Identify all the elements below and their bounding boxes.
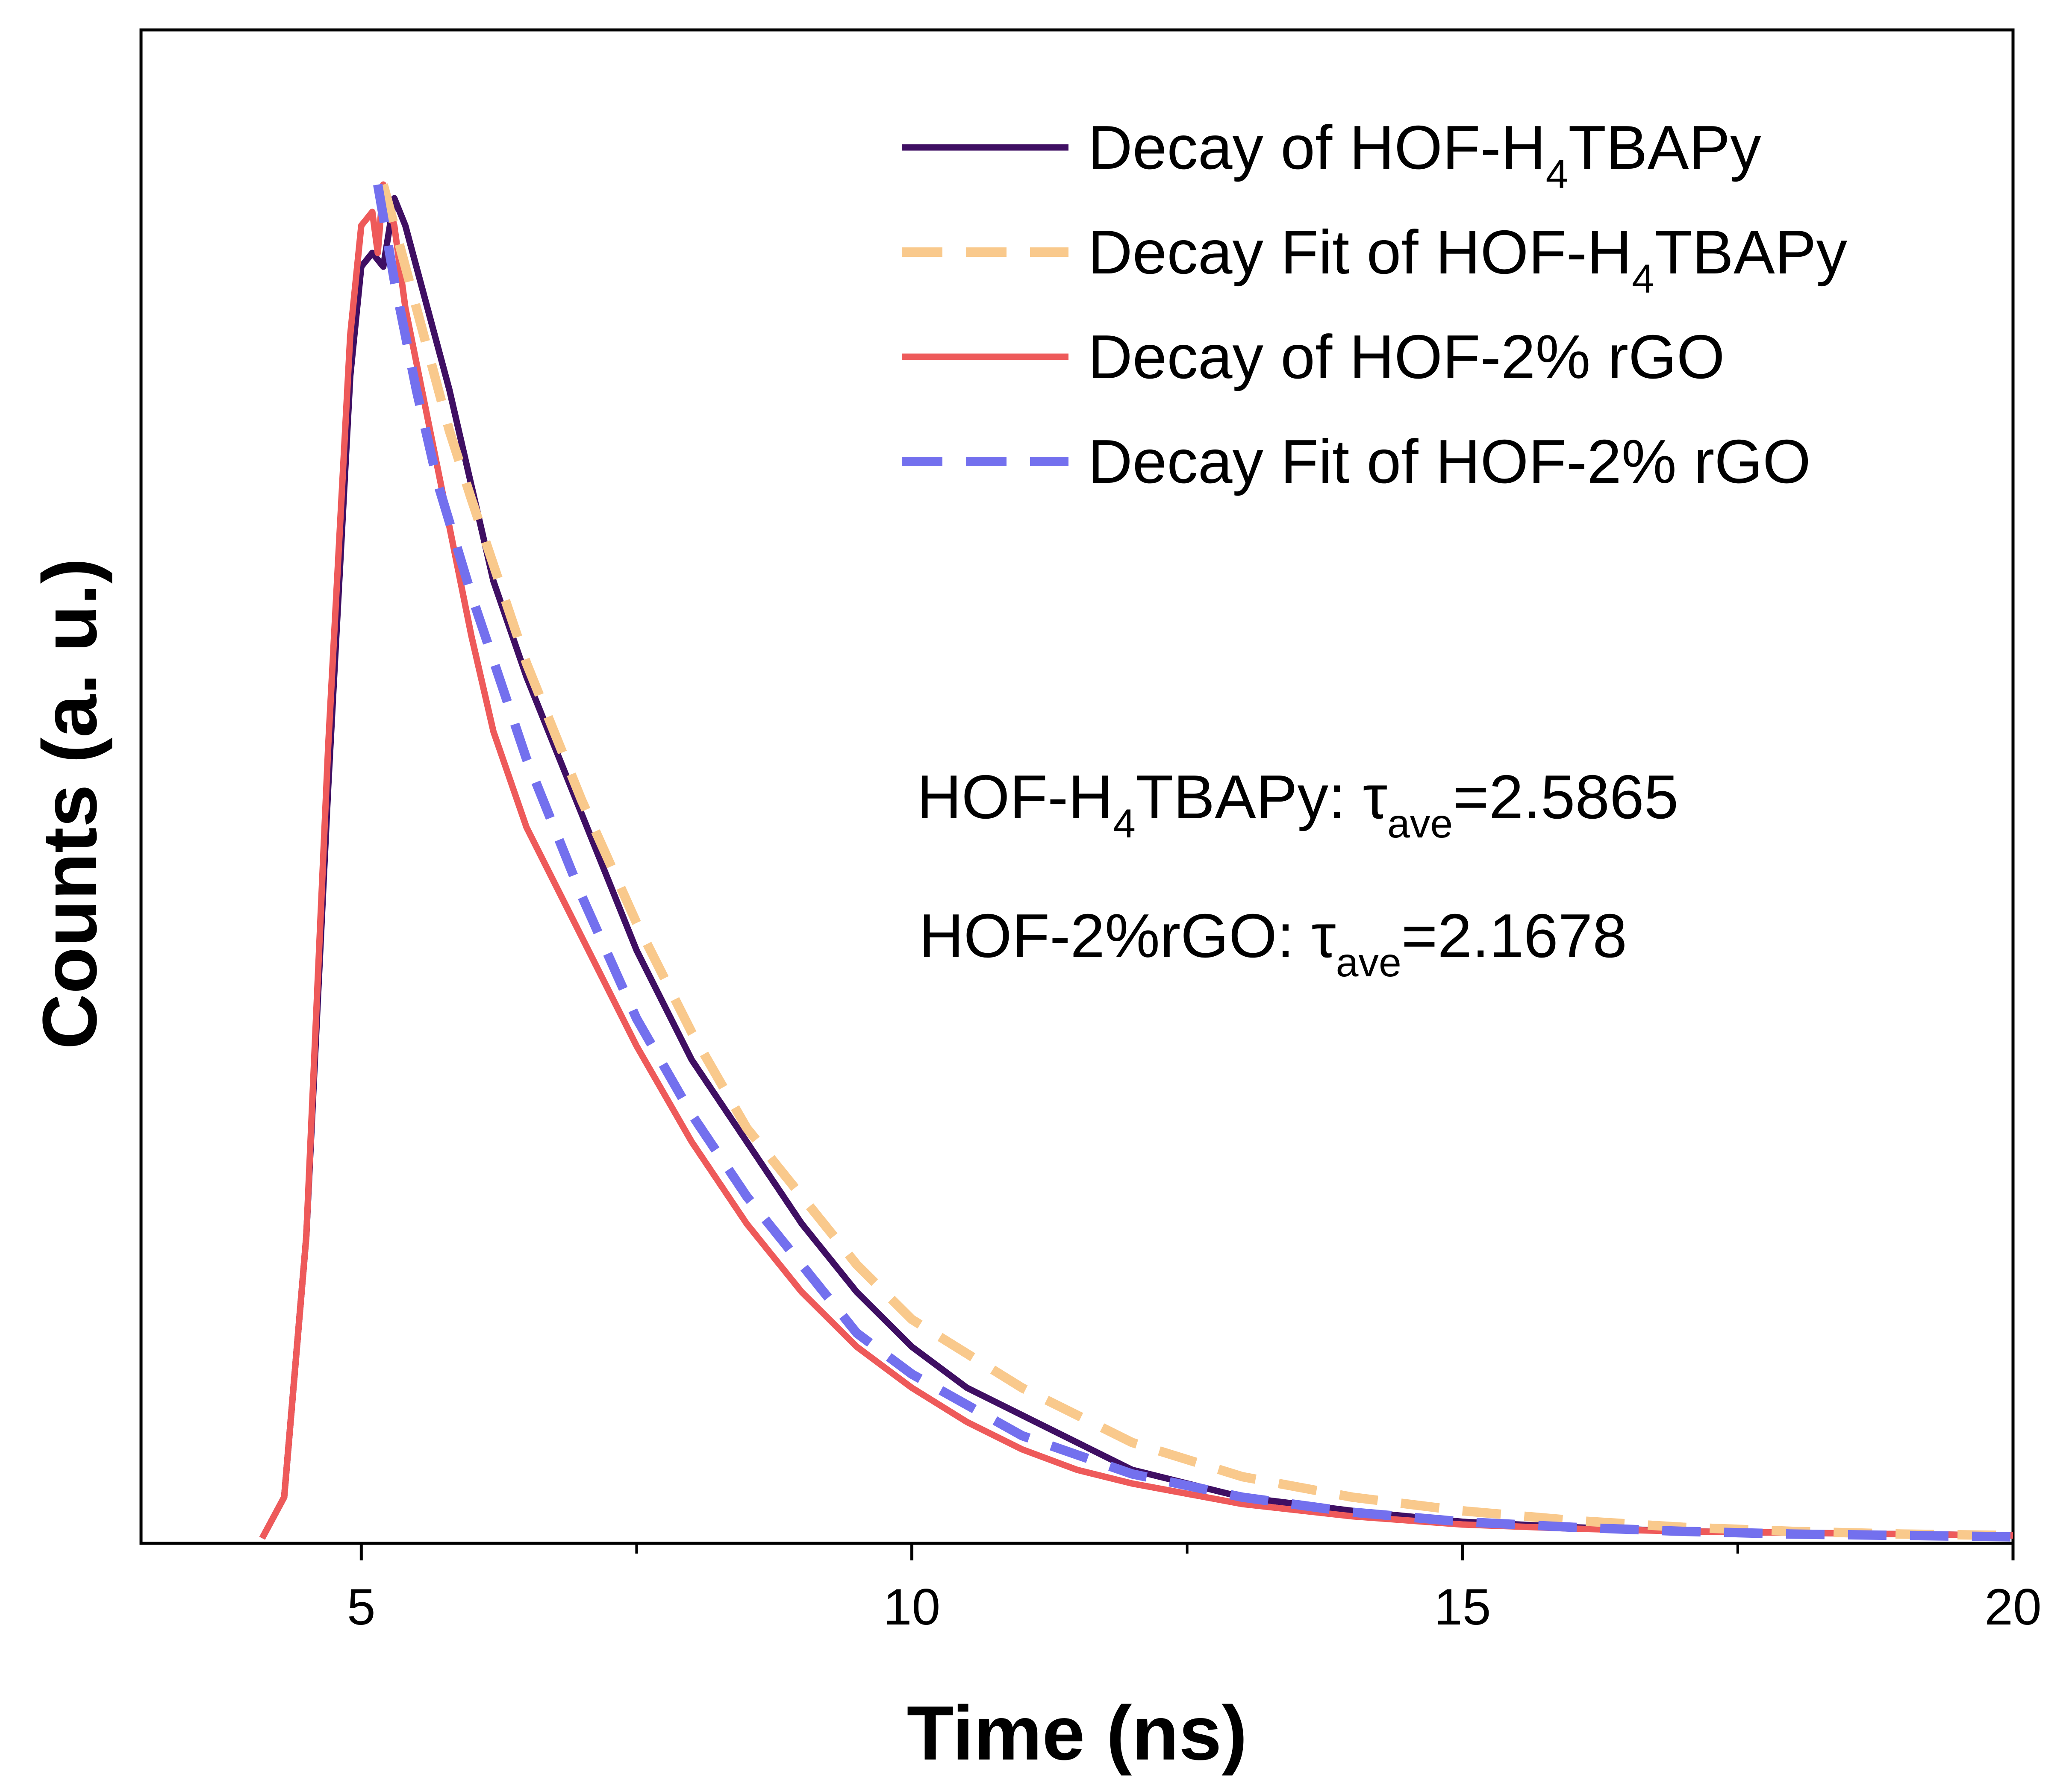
y-axis-title: Counts (a. u.) [27, 558, 113, 1049]
series-lines [259, 181, 2013, 1542]
tau-annotation-2: HOF-2%rGO: τave=2.1678 [919, 901, 1627, 985]
plot-border [139, 28, 2015, 1545]
legend-label-4: Decay Fit of HOF-2% rGO [1088, 427, 1811, 496]
plot-frame [139, 28, 2015, 1545]
legend-label-3: Decay of HOF-2% rGO [1088, 322, 1725, 391]
x-axis-ticks: 5 10 15 20 [347, 1543, 2042, 1636]
x-axis-title: Time (ns) [907, 1690, 1248, 1776]
x-tick-label: 20 [1984, 1578, 2041, 1636]
legend: Decay of HOF-H4TBAPy Decay Fit of HOF-H4T… [902, 113, 1847, 496]
x-tick-label: 15 [1434, 1578, 1491, 1636]
x-tick-label: 5 [347, 1578, 376, 1636]
series-line-4 [373, 184, 2013, 1542]
series-line-2 [379, 183, 2013, 1540]
legend-label-1: Decay of HOF-H4TBAPy [1088, 113, 1761, 197]
series-line-1 [259, 195, 2013, 1540]
legend-label-2: Decay Fit of HOF-H4TBAPy [1088, 217, 1847, 302]
annotations: HOF-H4TBAPy: τave=2.5865 HOF-2%rGO: τave=… [917, 762, 1678, 985]
x-tick-label: 10 [883, 1578, 940, 1636]
tau-annotation-1: HOF-H4TBAPy: τave=2.5865 [917, 762, 1678, 846]
